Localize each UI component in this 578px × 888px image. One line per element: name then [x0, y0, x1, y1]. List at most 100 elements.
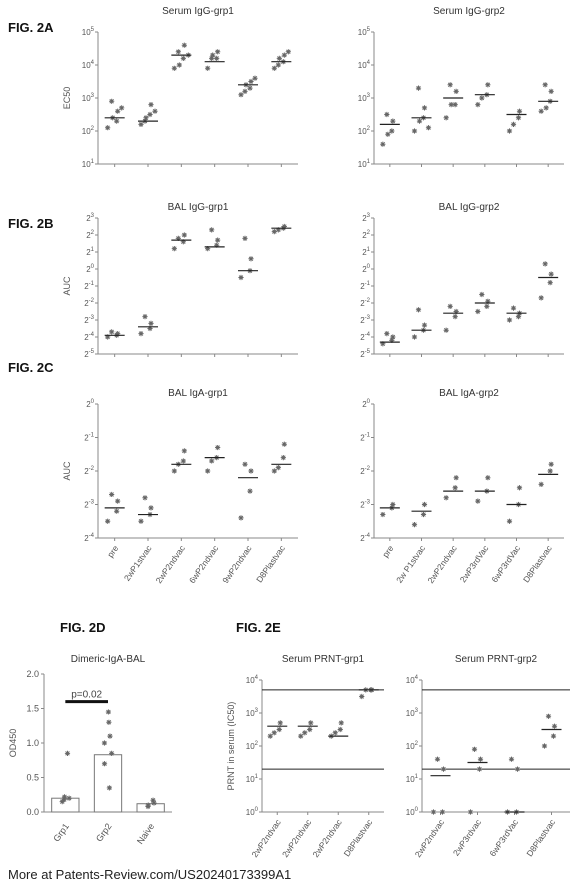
2a-grp1-point — [148, 102, 153, 107]
2b-grp2-ytick-label: 2-4 — [360, 332, 370, 342]
2c-grp1-point — [248, 468, 253, 473]
2e-grp1-xtick-label: D8Plastvac — [342, 817, 375, 859]
2b-grp1-ytick-label: 21 — [86, 247, 94, 257]
2a-grp1-point — [276, 62, 281, 67]
2e-grp2-point — [546, 714, 551, 719]
2c-grp2-xtick-label: pre — [380, 543, 395, 559]
2d-xtick-label: Grp2 — [94, 821, 114, 843]
2a-grp1-point — [143, 115, 148, 120]
2e-grp2-ytick-label: 104 — [406, 675, 419, 685]
2c-grp1-title: BAL IgA-grp1 — [168, 388, 228, 399]
2a-grp2-point — [448, 82, 453, 87]
2c-grp1-ylabel: AUC — [62, 461, 72, 481]
2a-grp1-point — [182, 43, 187, 48]
2c-grp2-point — [390, 502, 395, 507]
2e-grp2-point — [542, 743, 547, 748]
2c-grp2-xtick-label: 6wP3rdVac — [489, 543, 522, 584]
2e-grp1-point — [339, 720, 344, 725]
2e-grp1-title: Serum PRNT-grp1 — [282, 654, 365, 665]
2b-grp1-point — [109, 329, 114, 334]
2d-point — [62, 794, 67, 799]
2e-grp2-point — [441, 767, 446, 772]
2a-grp1-point — [105, 125, 110, 130]
2c-grp1-xtick-label: pre — [105, 543, 120, 559]
2d-xtick-label: Naive — [135, 821, 156, 846]
2c-grp2-point — [454, 475, 459, 480]
2a-grp2-point — [485, 82, 490, 87]
2c-grp1-ytick-label: 2-1 — [84, 433, 94, 443]
2b-grp2-ytick-label: 2-1 — [360, 281, 370, 291]
2d-ytick-label: 1.5 — [26, 704, 39, 714]
2c-grp1-point — [109, 492, 114, 497]
2a-grp1-ytick-label: 101 — [82, 159, 95, 169]
2b-grp2-point — [548, 280, 553, 285]
2b-grp2-ytick-label: 23 — [362, 213, 370, 223]
2b-grp2-point — [511, 306, 516, 311]
2a-grp2-point — [516, 115, 521, 120]
2a-grp2-point — [444, 115, 449, 120]
2a-grp2-point — [507, 128, 512, 133]
2b-grp1-point — [138, 331, 143, 336]
2a-grp1-point — [181, 56, 186, 61]
2e-grp1-ytick-label: 102 — [246, 741, 259, 751]
2c-grp1-xtick-label: 2wP2ndvac — [154, 543, 188, 585]
2c-grp2-point — [453, 485, 458, 490]
2e-grp1-ytick-label: 104 — [246, 675, 259, 685]
2e-grp1-point — [307, 727, 312, 732]
2e-grp1-point — [338, 727, 343, 732]
2e-grp1-xtick-label: 2wP2ndvac — [310, 817, 344, 859]
2a-grp1-ytick-label: 105 — [82, 27, 95, 37]
2e-grp2-point — [472, 747, 477, 752]
2a-grp1-point — [286, 49, 291, 54]
2c-grp2-point — [380, 512, 385, 517]
2c-grp1-point — [105, 519, 110, 524]
2c-grp1-ytick-label: 2-2 — [84, 466, 94, 476]
2d-title: Dimeric-IgA-BAL — [71, 654, 146, 665]
2c-grp1-point — [282, 442, 287, 447]
2c-grp2-ytick-label: 2-1 — [360, 433, 370, 443]
2b-grp2-ytick-label: 2-5 — [360, 349, 370, 359]
2d-bar — [94, 755, 121, 812]
2c-grp2-point — [422, 502, 427, 507]
2b-grp2-ytick-label: 22 — [362, 230, 370, 240]
2c-grp1-point — [172, 468, 177, 473]
2a-grp1-point — [252, 76, 257, 81]
2c-grp1-point — [209, 458, 214, 463]
2c-grp1-point — [142, 495, 147, 500]
2d-xtick-label: Grp1 — [51, 821, 71, 843]
2a-grp2-point — [426, 125, 431, 130]
2b-grp1-ytick-label: 2-3 — [84, 315, 94, 325]
2d-point — [67, 796, 72, 801]
2c-grp1-point — [138, 519, 143, 524]
2e-grp2-xtick-label: 6wP3rdVac — [487, 817, 520, 858]
2e-grp2-ytick-label: 100 — [406, 807, 419, 817]
2c-grp2-point — [444, 495, 449, 500]
2a-grp2-point — [390, 119, 395, 124]
2c-grp2-xtick-label: 2w P1stvac — [394, 543, 428, 585]
2a-grp2-point — [549, 89, 554, 94]
2b-grp2-point — [543, 261, 548, 266]
2c-grp1-point — [182, 448, 187, 453]
2c-grp2-xtick-label: 2wP2ndvac — [425, 543, 459, 585]
2e-grp2-ytick-label: 101 — [406, 774, 419, 784]
2c-grp2-xtick-label: 2wP3rdVac — [458, 543, 491, 584]
2c-grp2-point — [475, 499, 480, 504]
2a-grp1-point — [176, 49, 181, 54]
2a-grp1-point — [210, 53, 215, 58]
2c-grp1-point — [148, 505, 153, 510]
2d-ytick-label: 1.0 — [26, 738, 39, 748]
2c-grp1-ytick-label: 20 — [86, 399, 94, 409]
2d-ytick-label: 0.0 — [26, 807, 39, 817]
2b-grp1-point — [148, 321, 153, 326]
2a-grp2-point — [479, 95, 484, 100]
2c-grp1-point — [238, 515, 243, 520]
2b-grp1-ytick-label: 22 — [86, 230, 94, 240]
2c-grp1-point — [281, 455, 286, 460]
2c-grp2-point — [412, 522, 417, 527]
2a-grp1-point — [172, 66, 177, 71]
2b-grp1-point — [238, 275, 243, 280]
2a-grp2-ytick-label: 102 — [358, 126, 371, 136]
2d-point — [109, 751, 114, 756]
2a-grp2-point — [454, 89, 459, 94]
2a-grp2-title: Serum IgG-grp2 — [433, 6, 505, 17]
